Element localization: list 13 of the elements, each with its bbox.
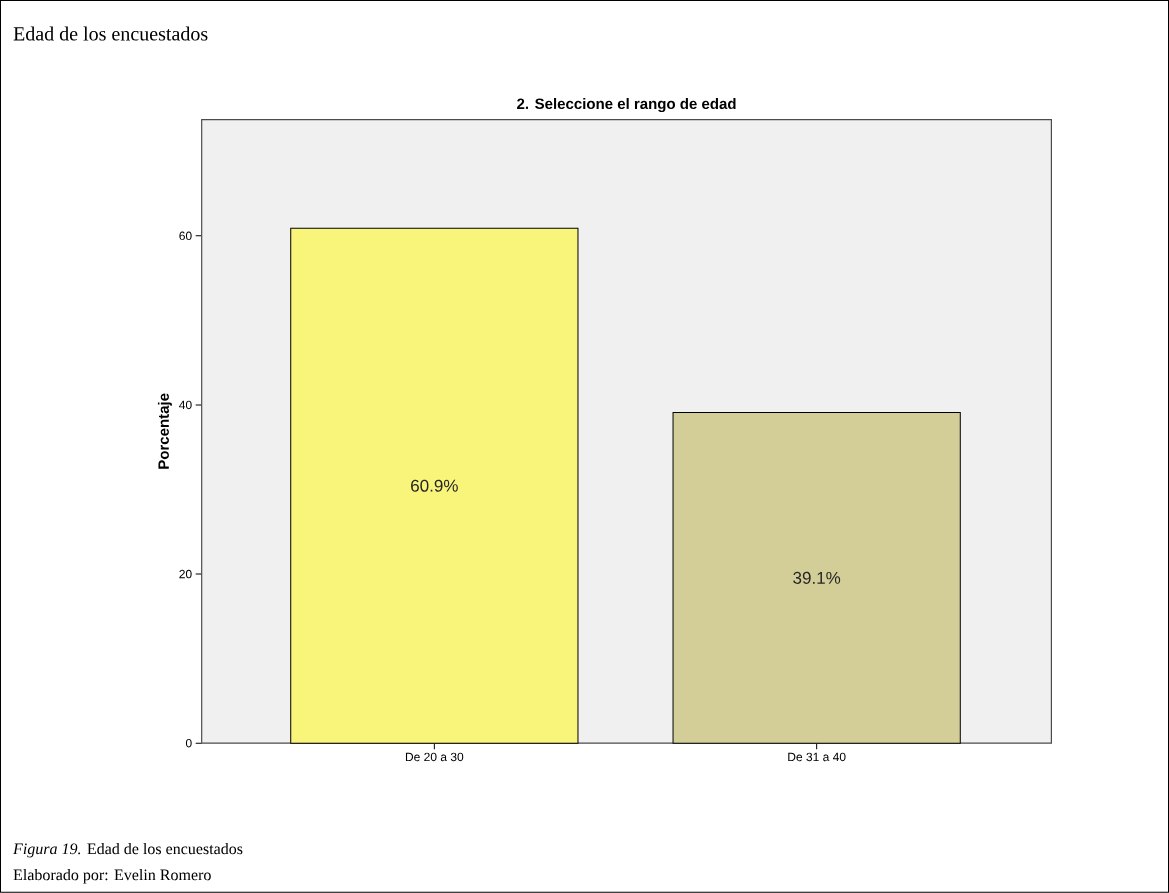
chart-subtitle: 2. Seleccione el rango de edad	[517, 98, 736, 113]
x-tick-label: De 31 a 40	[788, 752, 846, 762]
data-label: 60.9%	[411, 479, 458, 492]
text: Figura 19. Edad de los encuestados	[12, 843, 243, 858]
y-axis-title: Porcentaje	[157, 393, 172, 469]
data-label: 39.1%	[793, 571, 841, 584]
text: Elaborado por: Evelin Romero	[13, 869, 211, 884]
y-tick-label: 20	[179, 569, 192, 579]
y-tick-label: 40	[179, 400, 192, 410]
y-tick-label: 60	[179, 231, 192, 241]
chart-title: Edad de los encuestados	[13, 26, 208, 41]
y-tick-label: 0	[185, 739, 192, 748]
x-tick-label: De 20 a 30	[405, 752, 464, 762]
